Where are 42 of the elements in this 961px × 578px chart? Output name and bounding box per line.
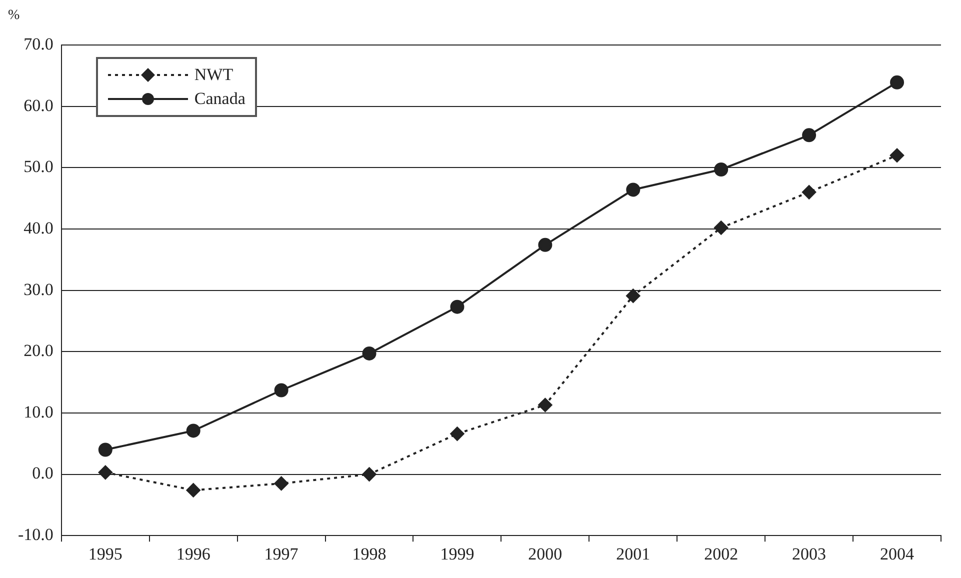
x-tick-label: 2003 [792, 544, 826, 564]
y-tick-label: 10.0 [24, 402, 54, 422]
point [274, 476, 288, 490]
x-tick-label: 1996 [176, 544, 210, 564]
point [362, 467, 376, 482]
y-tick-label: 20.0 [24, 341, 54, 360]
x-tick-label: 2001 [616, 544, 650, 564]
y-tick-label: 0.0 [32, 464, 54, 483]
point [626, 288, 640, 303]
x-tick-label: 1999 [440, 544, 474, 564]
x-tick-label: 2004 [880, 544, 915, 564]
point [186, 424, 200, 438]
point [890, 75, 904, 90]
point [538, 398, 552, 412]
legend-label: NWT [194, 65, 234, 85]
x-tick-label: 2002 [704, 544, 738, 564]
y-tick-label: -10.0 [18, 525, 54, 544]
point [626, 182, 640, 197]
point [714, 220, 728, 235]
y-tick-label: 60.0 [24, 96, 54, 115]
point [186, 483, 200, 498]
point [362, 346, 376, 360]
point [802, 185, 816, 200]
point [450, 300, 464, 314]
point [98, 465, 112, 480]
x-tick-label: 1997 [264, 544, 299, 564]
y-tick-label: 40.0 [24, 218, 54, 238]
x-tick-label: 1995 [88, 544, 122, 564]
point [890, 148, 904, 162]
point [98, 442, 112, 457]
x-tick-label: 1998 [352, 544, 386, 564]
x-tick-label: 2000 [528, 544, 562, 564]
point [450, 426, 464, 441]
y-axis-title: % [8, 8, 20, 24]
point [274, 383, 288, 398]
legend-label: Canada [194, 89, 246, 109]
y-tick-label: 30.0 [24, 280, 54, 299]
y-tick-label: 50.0 [24, 157, 54, 176]
point [802, 128, 816, 142]
point [538, 238, 552, 252]
y-tick-label: 70.0 [24, 34, 54, 54]
point [714, 162, 728, 176]
